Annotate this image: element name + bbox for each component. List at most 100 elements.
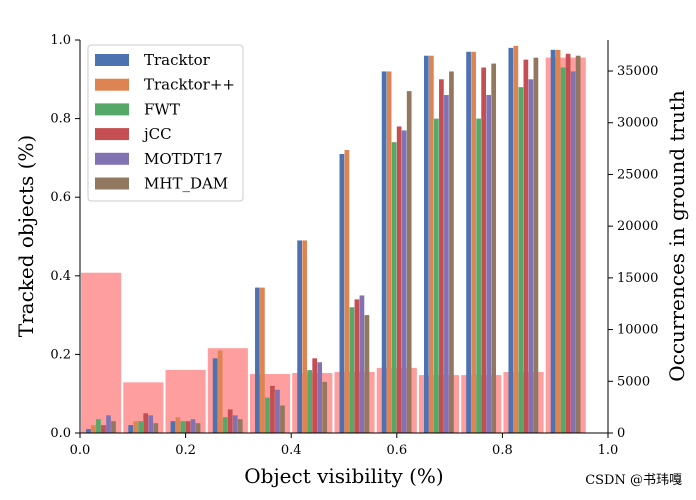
bar-motdt17: [359, 295, 365, 433]
bar-mht-dam: [449, 71, 454, 433]
bar-tracktor: [508, 47, 514, 434]
bar-motdt17: [275, 389, 280, 433]
bar-fwt: [391, 142, 397, 433]
bar-mht-dam: [322, 381, 328, 433]
bar-jcc: [354, 299, 360, 433]
bar-jcc: [270, 385, 275, 433]
bar-mht-dam: [111, 421, 116, 433]
legend: Tracktor Tracktor++ FWT jCC MOTDT17 MHT_DAM: [87, 44, 244, 202]
y-axis-title: Tracked objects (%): [14, 135, 38, 338]
x-tick-label: 0.4: [281, 443, 302, 458]
bar-tracktor-: [217, 350, 223, 433]
y-tick-label: 0.0: [50, 426, 71, 441]
bar-fwt: [96, 419, 101, 433]
legend-label: FWT: [144, 100, 180, 118]
bar-motdt17: [401, 130, 407, 433]
bar-fwt: [138, 421, 144, 433]
bar-fwt: [476, 118, 481, 433]
bar-motdt17: [148, 415, 154, 433]
y2-tick-label: 0: [617, 426, 625, 441]
bar-tracktor: [170, 421, 176, 433]
bar-tracktor-: [471, 51, 476, 433]
bar-motdt17: [444, 95, 449, 434]
axes: [79, 40, 609, 434]
bar-fwt: [222, 417, 228, 433]
bar-mht-dam: [575, 55, 581, 433]
bar-motdt17: [570, 71, 576, 433]
bar-jcc: [227, 409, 233, 433]
bar-jcc: [523, 59, 529, 434]
occurrence-bar: [81, 272, 122, 433]
bar-fwt: [265, 397, 270, 433]
bar-fwt: [434, 118, 439, 433]
legend-swatch: [95, 78, 129, 91]
legend-label: jCC: [142, 125, 172, 143]
bar-tracktor: [212, 358, 218, 433]
y-tick-label: 0.2: [50, 347, 71, 362]
bar-tracktor-: [344, 150, 350, 434]
bar-tracktor: [466, 51, 471, 433]
y2-tick-label: 25000: [617, 167, 658, 182]
legend-swatch: [95, 103, 129, 116]
bar-motdt17: [317, 362, 323, 433]
bar-jcc: [396, 126, 402, 434]
bar-mht-dam: [237, 419, 243, 433]
y-tick-label: 0.8: [50, 112, 71, 127]
watermark: CSDN @书玮嘎: [585, 473, 682, 488]
bar-motdt17: [190, 419, 196, 433]
x-tick-label: 0.0: [70, 443, 91, 458]
ticks: 0.0 0.2 0.4 0.6 0.8 1.0 0.0 0.2 0.4 0.6 0.8 1.0 0 500…: [50, 33, 658, 458]
bar-tracktor-: [555, 49, 561, 433]
bar-tracktor: [297, 240, 302, 433]
legend-swatch: [95, 54, 129, 66]
bar-mht-dam: [280, 405, 285, 433]
bar-mht-dam: [533, 57, 539, 434]
legend-swatch: [95, 152, 129, 165]
x-tick-label: 0.8: [492, 443, 513, 458]
y2-tick-label: 30000: [617, 116, 658, 131]
bar-tracktor: [423, 55, 429, 433]
bar-tracktor-: [260, 287, 265, 433]
bar-motdt17: [106, 415, 111, 433]
bar-tracktor-: [513, 45, 519, 434]
tracked-bars: [86, 45, 581, 434]
legend-label: Tracktor: [144, 51, 211, 69]
bar-fwt: [560, 67, 566, 433]
y-tick-label: 0.4: [50, 269, 71, 284]
y2-tick-label: 20000: [617, 219, 658, 234]
bar-mht-dam: [364, 315, 370, 433]
x-tick-label: 0.6: [386, 443, 407, 458]
bar-mht-dam: [195, 423, 201, 433]
bar-jcc: [565, 53, 571, 433]
bar-jcc: [185, 421, 191, 433]
y2-tick-label: 5000: [617, 374, 650, 389]
bar-motdt17: [232, 415, 238, 433]
y-tick-label: 0.6: [50, 190, 71, 205]
bar-tracktor-: [386, 71, 392, 433]
bar-mht-dam: [491, 63, 497, 433]
bar-tracktor-: [133, 421, 139, 433]
bar-tracktor: [128, 425, 134, 433]
bar-mht-dam: [153, 423, 159, 433]
bar-jcc: [312, 358, 318, 433]
y2-tick-label: 10000: [617, 323, 658, 338]
legend-label: MOTDT17: [144, 150, 223, 168]
bar-fwt: [307, 370, 313, 433]
bar-tracktor-: [429, 55, 434, 433]
bar-tracktor: [381, 71, 387, 433]
bar-tracktor-: [175, 417, 181, 433]
x-axis-title: Object visibility (%): [244, 464, 443, 488]
bar-fwt: [180, 421, 186, 433]
x-tick-label: 0.2: [175, 443, 196, 458]
legend-label: Tracktor++: [144, 76, 235, 94]
bar-motdt17: [486, 95, 492, 434]
bar-tracktor-: [91, 425, 96, 433]
bar-tracktor: [339, 153, 345, 433]
bar-fwt: [518, 87, 524, 433]
bar-tracktor: [550, 49, 556, 433]
y-tick-label: 1.0: [50, 33, 71, 48]
bar-jcc: [439, 79, 444, 434]
y2-tick-label: 35000: [617, 64, 658, 79]
bar-tracktor: [86, 429, 91, 433]
